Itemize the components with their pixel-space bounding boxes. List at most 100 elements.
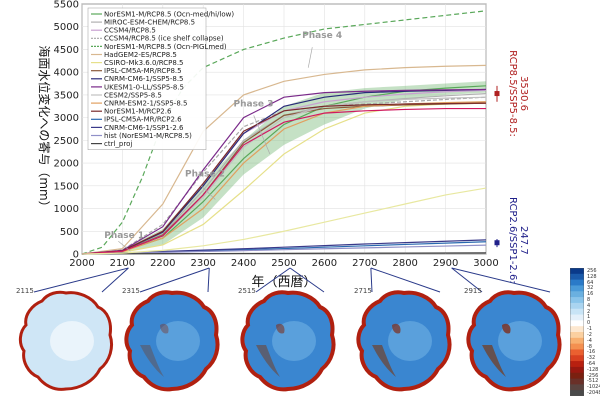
colorbar-tick: -256 bbox=[587, 372, 599, 379]
legend-box bbox=[87, 7, 207, 150]
y-tick-label: 0 bbox=[73, 250, 79, 261]
colorbar-tick: 8 bbox=[587, 297, 591, 303]
legend-entry: CSIRO-Mk3.6.0/RCP8.5 bbox=[104, 59, 184, 67]
colorbar-tick: 4 bbox=[587, 302, 591, 309]
colorbar-tick: 64 bbox=[587, 279, 594, 286]
colorbar-segment bbox=[570, 343, 584, 350]
colorbar-tick: -512 bbox=[587, 378, 599, 385]
colorbar-segment bbox=[570, 279, 584, 286]
mean-marker bbox=[494, 91, 500, 97]
colorbar-tick: 16 bbox=[587, 291, 594, 298]
right-labels: RCP8.5/SSP5-8.5: 3530.6 RCP2.6/SSP1-2.6: 24… bbox=[507, 50, 529, 284]
x-tick-label: 2600 bbox=[312, 258, 337, 269]
right-label: RCP2.6/SSP1-2.6: bbox=[507, 197, 518, 284]
connector-line bbox=[33, 267, 129, 293]
colorbar-tick: -2 bbox=[587, 331, 592, 338]
phase-label: Phase 2 bbox=[185, 170, 225, 180]
colorbar-segment bbox=[570, 390, 584, 397]
x-tick-label: 2900 bbox=[433, 258, 458, 269]
x-tick-label: 2000 bbox=[69, 258, 94, 269]
colorbar-tick: 128 bbox=[587, 273, 597, 280]
colorbar-segment bbox=[570, 320, 584, 327]
colorbar-segment bbox=[570, 291, 584, 298]
phase-pointer bbox=[118, 241, 131, 252]
map-year-label: 2115 bbox=[16, 287, 34, 295]
antarctica-map: 2315 bbox=[120, 285, 224, 397]
phase-label: Phase 4 bbox=[302, 31, 342, 41]
x-tick-label: 2100 bbox=[110, 258, 135, 269]
map-image bbox=[240, 290, 336, 392]
colorbar-tick: 256 bbox=[587, 267, 597, 274]
phase-annotations: Phase 1 Phase 2 Phase 3 Phase 4 bbox=[104, 31, 342, 252]
retreat-region bbox=[502, 323, 511, 334]
colorbar-tick: 0 bbox=[587, 320, 591, 327]
y-axis-label: 海面水位変化への寄与（mm） bbox=[37, 45, 52, 212]
map-image bbox=[466, 290, 562, 392]
connector-line bbox=[139, 267, 210, 293]
colorbar-segment bbox=[570, 285, 584, 292]
y-tick-label: 4000 bbox=[54, 68, 79, 79]
colorbar-segment bbox=[570, 326, 584, 333]
colorbar-tick: 32 bbox=[587, 285, 594, 292]
series-line bbox=[81, 102, 487, 255]
legend-entry: NorESM1-M/RCP8.5 (Ocn-med/hi/low) bbox=[104, 10, 234, 18]
colorbar-segment bbox=[570, 332, 584, 339]
retreat-region bbox=[160, 323, 169, 334]
map-image bbox=[18, 290, 114, 391]
colorbar-segment bbox=[570, 308, 584, 316]
phase-label: Phase 1 bbox=[104, 231, 144, 241]
phase-pointer bbox=[200, 185, 216, 200]
map-year-label: 2915 bbox=[464, 287, 482, 295]
legend-entry: CNRM-CM6-1/SSP1-2.6 bbox=[104, 124, 184, 132]
colorbar-tick: 1 bbox=[587, 314, 591, 321]
mean-marker bbox=[494, 240, 500, 246]
legend-entry: IPSL-CM5A-MR/RCP2.6 bbox=[104, 116, 182, 124]
colorbar-segment bbox=[570, 349, 584, 356]
colorbar-segment bbox=[570, 355, 584, 362]
y-axis: 0 500 1000 1500 2000 2500 3000 3500 4000 4500 5000… bbox=[54, 0, 79, 261]
y-tick-label: 3500 bbox=[54, 90, 79, 101]
colorbar-gradient bbox=[569, 267, 585, 397]
series-line bbox=[81, 64, 487, 255]
colorbar-segment bbox=[570, 378, 584, 385]
series-line bbox=[81, 107, 486, 255]
connector-line bbox=[370, 267, 441, 293]
colorbar-tick: -16 bbox=[587, 349, 596, 356]
series-line bbox=[81, 252, 487, 255]
legend-entry: NorESM1-M/RCP8.5 (Ocn-PIGLmed) bbox=[104, 43, 227, 51]
y-tick-label: 500 bbox=[60, 227, 79, 238]
colorbar-tick: -1 bbox=[587, 326, 592, 333]
y-tick-label: 2000 bbox=[54, 159, 79, 170]
colorbar-segment bbox=[570, 302, 584, 310]
colorbar-tick: -32 bbox=[587, 355, 596, 362]
legend-entry: HadGEM2-ES/RCP8.5 bbox=[104, 51, 177, 59]
y-tick-label: 2500 bbox=[54, 136, 79, 147]
colorbar-tick: -128 bbox=[587, 366, 599, 373]
band bbox=[82, 81, 486, 254]
x-tick-label: 2500 bbox=[271, 258, 296, 269]
colorbar-tick: -4 bbox=[587, 337, 592, 344]
colorbar-segment bbox=[570, 337, 584, 345]
uncertainty-band bbox=[82, 81, 486, 254]
series-line bbox=[81, 187, 487, 255]
colorbar-segment bbox=[570, 384, 584, 391]
legend-entry: hist (NorESM1-M/RCP8.5) bbox=[104, 132, 192, 140]
legend-entry: CCSM4/RCP8.5 bbox=[104, 27, 156, 35]
colorbar-segment bbox=[570, 314, 584, 321]
map-connectors bbox=[33, 267, 551, 293]
right-label: 3530.6 bbox=[518, 76, 529, 111]
retreat-region bbox=[140, 345, 164, 377]
colorbar-tick: -8 bbox=[587, 343, 592, 350]
antarctica-map: 2915 bbox=[462, 285, 566, 397]
legend-entry: IPSL-CM5A-MR/RCP8.5 bbox=[104, 67, 182, 75]
y-tick-label: 5000 bbox=[54, 22, 79, 33]
y-tick-label: 1500 bbox=[54, 181, 79, 192]
x-tick-label: 2800 bbox=[392, 258, 417, 269]
phase-pointer bbox=[307, 47, 313, 68]
interior-ice bbox=[50, 321, 94, 361]
x-tick-label: 2200 bbox=[150, 258, 175, 269]
map-image bbox=[124, 290, 220, 392]
connector-line bbox=[207, 267, 210, 293]
colorbar-segment bbox=[570, 361, 584, 368]
